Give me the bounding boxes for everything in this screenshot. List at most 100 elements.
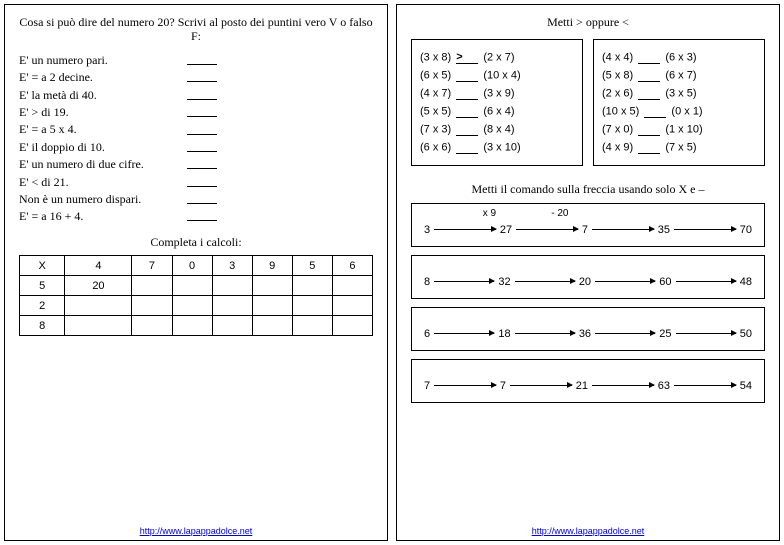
- table-header-cell: X: [20, 256, 65, 276]
- table-cell[interactable]: [172, 276, 212, 296]
- table-cell[interactable]: [65, 296, 132, 316]
- table-header-cell: 0: [172, 256, 212, 276]
- statement-blank[interactable]: [187, 72, 217, 82]
- arrow-number: 7: [582, 224, 588, 236]
- comp-blank[interactable]: [638, 69, 660, 82]
- table-cell[interactable]: [172, 316, 212, 336]
- arrow-title: Metti il comando sulla freccia usando so…: [411, 182, 765, 196]
- comp-left-expr: (4 x 7): [420, 88, 451, 100]
- comp-blank[interactable]: [644, 105, 666, 118]
- arrow-number: 20: [579, 276, 591, 288]
- comp-right-expr: (10 x 4): [483, 70, 520, 82]
- comparison-col-right: (4 x 4) (6 x 3)(5 x 8) (6 x 7)(2 x 6) (3…: [593, 39, 765, 166]
- arrow-number: 27: [500, 224, 512, 236]
- table-cell[interactable]: [332, 276, 372, 296]
- footer-link-right[interactable]: http://www.lapappadolce.net: [532, 526, 645, 536]
- statement-text: E' < di 21.: [19, 175, 179, 189]
- comparison-row: (5 x 5) (6 x 4): [420, 105, 574, 118]
- table-cell[interactable]: [132, 316, 172, 336]
- footer-link-left[interactable]: http://www.lapappadolce.net: [140, 526, 253, 536]
- comp-blank[interactable]: [456, 87, 478, 100]
- comparison-row: (4 x 7) (3 x 9): [420, 87, 574, 100]
- statement-blank[interactable]: [187, 90, 217, 100]
- table-cell[interactable]: [172, 296, 212, 316]
- comp-blank[interactable]: [638, 123, 660, 136]
- arrow-number: 35: [658, 224, 670, 236]
- arrow-box: 618362550: [411, 307, 765, 351]
- statement-row: E' < di 21.: [19, 175, 373, 189]
- statement-blank[interactable]: [187, 107, 217, 117]
- table-cell[interactable]: [212, 296, 252, 316]
- comparison-row: (7 x 0) (1 x 10): [602, 123, 756, 136]
- comp-blank[interactable]: [456, 141, 478, 154]
- table-cell[interactable]: [332, 296, 372, 316]
- comp-blank[interactable]: [456, 69, 478, 82]
- comp-left-expr: (6 x 5): [420, 70, 451, 82]
- comp-blank[interactable]: >: [456, 51, 478, 64]
- comp-blank[interactable]: [638, 87, 660, 100]
- arrow-section: Metti il comando sulla freccia usando so…: [411, 182, 765, 410]
- table-cell[interactable]: 20: [65, 276, 132, 296]
- statement-blank[interactable]: [187, 159, 217, 169]
- arrow-number: 3: [424, 224, 430, 236]
- table-cell[interactable]: 8: [20, 316, 65, 336]
- comp-left-expr: (6 x 6): [420, 142, 451, 154]
- comp-right-expr: (7 x 5): [665, 142, 696, 154]
- comparison-row: (6 x 5) (10 x 4): [420, 69, 574, 82]
- table-cell[interactable]: 5: [20, 276, 65, 296]
- comp-blank[interactable]: [638, 51, 660, 64]
- table-cell[interactable]: [65, 316, 132, 336]
- table-cell[interactable]: [252, 296, 292, 316]
- arrow-icon: [595, 281, 655, 282]
- statement-row: E' la metà di 40.: [19, 88, 373, 102]
- table-cell[interactable]: [132, 276, 172, 296]
- comp-right-expr: (2 x 7): [483, 52, 514, 64]
- arrow-number: 18: [498, 328, 510, 340]
- comp-left-expr: (10 x 5): [602, 106, 639, 118]
- arrow-icon: [434, 229, 496, 230]
- arrow-number: 54: [740, 380, 752, 392]
- comp-blank[interactable]: [638, 141, 660, 154]
- statement-blank[interactable]: [187, 194, 217, 204]
- table-cell[interactable]: [332, 316, 372, 336]
- arrow-number: 36: [579, 328, 591, 340]
- table-header-cell: 7: [132, 256, 172, 276]
- comp-blank[interactable]: [456, 105, 478, 118]
- table-cell[interactable]: [292, 296, 332, 316]
- arrow-icon: [592, 229, 654, 230]
- table-cell[interactable]: [292, 276, 332, 296]
- comp-right-expr: (0 x 1): [671, 106, 702, 118]
- statement-blank[interactable]: [187, 142, 217, 152]
- statement-blank[interactable]: [187, 211, 217, 221]
- comp-left-expr: (5 x 5): [420, 106, 451, 118]
- table-cell[interactable]: [252, 276, 292, 296]
- statement-blank[interactable]: [187, 177, 217, 187]
- arrow-number: 21: [576, 380, 588, 392]
- arrow-number: 60: [659, 276, 671, 288]
- arrow-icon: [676, 281, 736, 282]
- arrow-op-label: - 20: [551, 208, 568, 219]
- statement-row: E' un numero di due cifre.: [19, 157, 373, 171]
- arrow-icon: [674, 385, 736, 386]
- statement-text: E' un numero pari.: [19, 53, 179, 67]
- arrow-icon: [592, 385, 654, 386]
- arrow-icon: [595, 333, 655, 334]
- table-cell[interactable]: [292, 316, 332, 336]
- table-cell[interactable]: [132, 296, 172, 316]
- comp-blank[interactable]: [456, 123, 478, 136]
- statement-text: E' = a 16 + 4.: [19, 209, 179, 223]
- comp-right-expr: (3 x 5): [665, 88, 696, 100]
- comp-right-expr: (1 x 10): [665, 124, 702, 136]
- arrow-number: 70: [740, 224, 752, 236]
- comparison-row: (4 x 9) (7 x 5): [602, 141, 756, 154]
- comp-left-expr: (7 x 0): [602, 124, 633, 136]
- table-cell[interactable]: [212, 316, 252, 336]
- comparison-row: (3 x 8) > (2 x 7): [420, 51, 574, 64]
- statement-blank[interactable]: [187, 125, 217, 135]
- arrow-icon: [676, 333, 736, 334]
- statement-blank[interactable]: [187, 55, 217, 65]
- arrow-number: 7: [424, 380, 430, 392]
- table-cell[interactable]: [212, 276, 252, 296]
- table-cell[interactable]: [252, 316, 292, 336]
- table-cell[interactable]: 2: [20, 296, 65, 316]
